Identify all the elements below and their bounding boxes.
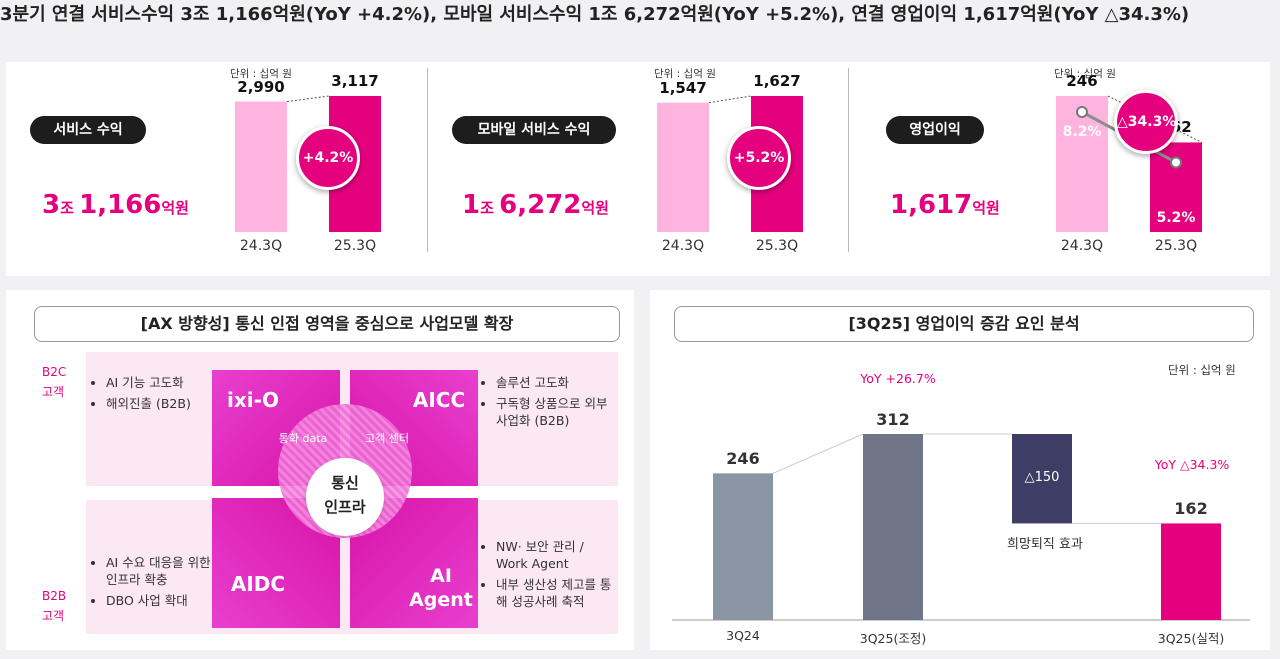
- call-center-label: 고객 센터: [365, 432, 409, 445]
- top-kpi-panel: 서비스 수익 3조 1,166억원 단위 : 십억 원 모바일 서비스 수익 1…: [6, 62, 1270, 276]
- mobile-revenue-value: 1조 6,272억원: [462, 190, 609, 220]
- waterfall-bar-0: [713, 473, 773, 620]
- divider: [427, 68, 428, 252]
- waterfall-axis-label: 3Q25(조정): [859, 631, 927, 646]
- unit-label: 단위 : 십억 원: [230, 68, 292, 80]
- yoy-label-adjusted: YoY +26.7%: [860, 371, 936, 386]
- kpi-axis-label: 24.3Q: [239, 238, 283, 254]
- kpi-bar-value: 2,990: [237, 77, 285, 96]
- margin-point: [1170, 156, 1182, 169]
- yoy-label-actual: YoY △34.3%: [1154, 457, 1230, 472]
- center-label-a: 통신: [331, 474, 359, 492]
- waterfall-bar-value: 162: [1174, 499, 1208, 519]
- tile-ai-agent: AI Agent: [350, 498, 478, 628]
- service-revenue-pill: 서비스 수익: [30, 116, 146, 144]
- kpi-bar-value: 1,627: [753, 72, 801, 90]
- waterfall-title: [3Q25] 영업이익 증감 요인 분석: [674, 306, 1254, 342]
- delta-note: 희망퇴직 효과: [1007, 537, 1083, 552]
- ax-panel: [AX 방향성] 통신 인접 영역을 중심으로 사업모델 확장 B2C 고객 B…: [6, 290, 634, 650]
- waterfall-bar-2: [1012, 434, 1072, 524]
- kpi-axis-label: 24.3Q: [1060, 238, 1104, 254]
- bullets-ai-agent: NW· 보안 관리 / Work Agent내부 생산성 제고를 통해 성공사례…: [482, 538, 616, 614]
- waterfall-bar-1: [863, 434, 923, 620]
- kpi-bar-24.3Q: [657, 102, 709, 232]
- waterfall-delta-value: △150: [1024, 469, 1060, 485]
- center-circle: [306, 458, 384, 536]
- kpi-axis-label: 25.3Q: [1154, 238, 1198, 254]
- kpi-axis-label: 25.3Q: [333, 238, 377, 254]
- ax-title: [AX 방향성] 통신 인접 영역을 중심으로 사업모델 확장: [34, 306, 620, 342]
- service-revenue-value: 3조 1,166억원: [42, 190, 189, 220]
- waterfall-bar-3: [1161, 523, 1221, 620]
- waterfall-panel: [3Q25] 영업이익 증감 요인 분석 단위 : 십억 원 YoY +26.7…: [650, 290, 1270, 650]
- bullets-aicc: 솔루션 고도화구독형 상품으로 외부 사업화 (B2B): [482, 374, 612, 433]
- yoy-badge: △34.3%: [1114, 90, 1178, 154]
- headline: 3분기 연결 서비스수익 3조 1,166억원(YoY +4.2%), 모바일 …: [0, 4, 1190, 25]
- unit-label: 단위 : 십억 원: [1054, 68, 1116, 80]
- kpi-axis-label: 24.3Q: [661, 238, 705, 254]
- b2b-label: B2B 고객: [42, 589, 67, 623]
- waterfall-svg: [672, 433, 1250, 621]
- operating-profit-pill: 영업이익: [886, 116, 984, 144]
- bullets-aidc: AI 수요 대응을 위한 인프라 확충DBO 사업 확대: [92, 554, 212, 613]
- b2c-label: B2C 고객: [42, 365, 67, 399]
- kpi-bar-value: 3,117: [331, 72, 379, 90]
- center-label-b: 인프라: [324, 498, 366, 516]
- operating-profit-value: 1,617억원: [890, 190, 1000, 220]
- waterfall-unit: 단위 : 십억 원: [1168, 363, 1236, 377]
- waterfall-axis-label: 3Q24: [726, 628, 760, 643]
- kpi-bar-value: 1,547: [659, 78, 707, 97]
- kpi-connector: [286, 95, 330, 103]
- kpi-connector: [708, 95, 752, 104]
- waterfall-connector: [772, 433, 864, 474]
- margin-prev-label: 8.2%: [1062, 124, 1102, 140]
- waterfall-bar-value: 312: [876, 410, 910, 429]
- kpi-axis-label: 25.3Q: [755, 238, 799, 254]
- margin-point: [1076, 106, 1088, 118]
- unit-label: 단위 : 십억 원: [654, 68, 716, 80]
- bullets-ixio: AI 기능 고도화해외진출 (B2B): [92, 374, 212, 416]
- yoy-badge: +5.2%: [727, 126, 791, 190]
- kpi-bar-value: 246: [1066, 72, 1098, 90]
- mobile-revenue-pill: 모바일 서비스 수익: [452, 116, 616, 144]
- yoy-badge: +4.2%: [296, 126, 360, 190]
- waterfall-bar-value: 246: [726, 449, 760, 469]
- kpi-bar-24.3Q: [235, 101, 287, 232]
- kpi-bar-24.3Q: [1056, 96, 1108, 232]
- margin-curr-label: 5.2%: [1156, 210, 1196, 226]
- tile-aidc: AIDC: [212, 498, 340, 628]
- divider: [848, 68, 849, 252]
- waterfall-axis-label: 3Q25(실적): [1157, 631, 1225, 646]
- call-data-label: 통화 data: [278, 432, 328, 445]
